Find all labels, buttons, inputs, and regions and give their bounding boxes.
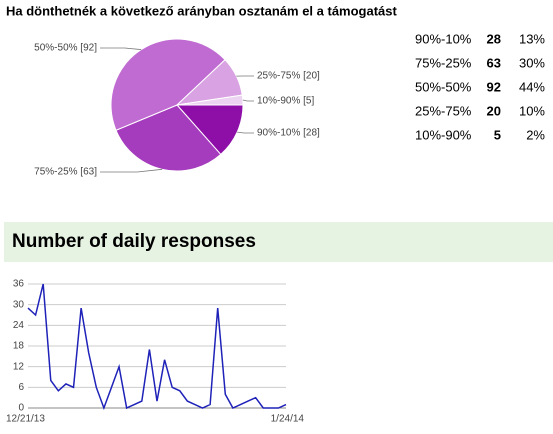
table-cell: 30% <box>519 55 545 70</box>
table-cell: 13% <box>519 31 545 46</box>
leader-line <box>242 99 254 102</box>
table-cell: 28 <box>487 31 501 46</box>
leader-line <box>237 131 254 134</box>
table-cell: 92 <box>487 79 501 94</box>
table-cell: 10% <box>519 103 545 118</box>
pie-label: 25%-75% [20] <box>257 71 320 82</box>
y-tick-label: 36 <box>13 279 25 290</box>
table-cell: 50%-50% <box>415 79 472 94</box>
pie-slice <box>115 104 222 172</box>
table-cell: 5 <box>494 127 501 142</box>
table-cell: 63 <box>487 55 501 70</box>
leader-line <box>100 168 163 173</box>
table-cell: 10%-90% <box>415 127 472 142</box>
pie-label: 50%-50% [92] <box>34 43 97 54</box>
pie-slice <box>175 104 244 156</box>
table-cell: 25%-75% <box>415 103 472 118</box>
y-tick-label: 12 <box>13 361 25 372</box>
section-title: Number of daily responses <box>12 231 256 252</box>
section-header <box>4 222 553 262</box>
pie-label: 75%-25% [63] <box>34 167 97 178</box>
leader-line <box>100 47 142 50</box>
table-cell: 44% <box>519 79 545 94</box>
table-cell: 90%-10% <box>415 31 472 46</box>
question-title: Ha dönthetnék a következő arányban oszta… <box>6 3 398 18</box>
y-tick-label: 0 <box>18 403 24 414</box>
x-tick-label: 12/21/13 <box>6 414 45 425</box>
x-tick-label: 1/24/14 <box>271 414 305 425</box>
y-tick-label: 24 <box>13 320 25 331</box>
pie-label: 10%-90% [5] <box>257 96 314 107</box>
y-tick-label: 30 <box>13 299 25 310</box>
y-tick-label: 6 <box>18 382 24 393</box>
table-cell: 20 <box>487 103 501 118</box>
pie-slice <box>110 38 226 131</box>
y-tick-label: 18 <box>13 341 25 352</box>
line-series <box>27 283 287 411</box>
pie-label: 90%-10% [28] <box>257 128 320 139</box>
table-cell: 2% <box>526 127 545 142</box>
table-cell: 75%-25% <box>415 55 472 70</box>
